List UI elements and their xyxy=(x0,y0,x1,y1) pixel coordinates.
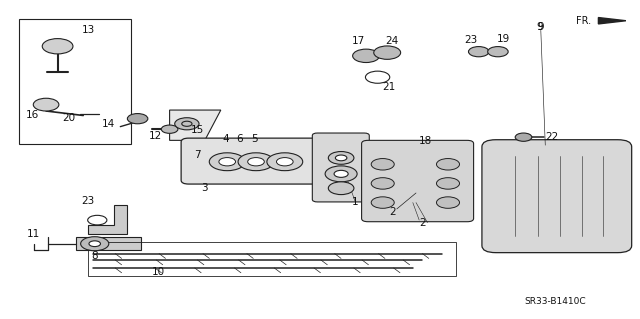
Text: 19: 19 xyxy=(497,34,510,44)
Polygon shape xyxy=(88,205,127,234)
Circle shape xyxy=(371,178,394,189)
Text: SR33-B1410C: SR33-B1410C xyxy=(525,297,586,306)
Text: 5: 5 xyxy=(252,134,258,144)
Text: 23: 23 xyxy=(465,35,477,45)
Text: 2: 2 xyxy=(389,207,396,217)
Text: 2: 2 xyxy=(419,218,426,228)
Circle shape xyxy=(328,152,354,164)
Text: 9: 9 xyxy=(536,22,543,32)
Text: 14: 14 xyxy=(102,119,115,129)
Text: 13: 13 xyxy=(82,25,95,35)
Circle shape xyxy=(248,158,264,166)
Circle shape xyxy=(374,46,401,59)
Circle shape xyxy=(89,241,100,247)
Circle shape xyxy=(488,47,508,57)
Text: 15: 15 xyxy=(191,125,204,135)
Circle shape xyxy=(42,39,73,54)
Circle shape xyxy=(436,197,460,208)
Text: 3: 3 xyxy=(202,183,208,193)
FancyBboxPatch shape xyxy=(312,133,369,202)
Polygon shape xyxy=(76,237,141,250)
Text: 17: 17 xyxy=(352,36,365,47)
Circle shape xyxy=(209,153,245,171)
Circle shape xyxy=(175,118,199,130)
Text: FR.: FR. xyxy=(576,16,591,26)
Circle shape xyxy=(161,125,178,133)
FancyBboxPatch shape xyxy=(482,140,632,253)
Text: 9: 9 xyxy=(538,22,544,32)
Circle shape xyxy=(335,155,347,161)
Circle shape xyxy=(353,49,380,63)
Circle shape xyxy=(219,158,236,166)
Polygon shape xyxy=(170,110,221,140)
Text: 24: 24 xyxy=(385,35,398,46)
Text: 11: 11 xyxy=(28,228,40,239)
Text: 6: 6 xyxy=(237,134,243,144)
Text: 23: 23 xyxy=(81,196,94,206)
Text: 12: 12 xyxy=(149,130,162,141)
Circle shape xyxy=(267,153,303,171)
Circle shape xyxy=(127,114,148,124)
Text: 20: 20 xyxy=(63,113,76,123)
Circle shape xyxy=(515,133,532,141)
Polygon shape xyxy=(189,142,349,180)
Text: 18: 18 xyxy=(419,136,432,146)
Circle shape xyxy=(33,98,59,111)
Circle shape xyxy=(238,153,274,171)
Circle shape xyxy=(81,237,109,251)
Text: 16: 16 xyxy=(26,110,39,121)
Bar xyxy=(88,242,456,276)
Circle shape xyxy=(328,182,354,195)
Circle shape xyxy=(325,166,357,182)
Polygon shape xyxy=(598,18,626,24)
Text: 7: 7 xyxy=(194,150,200,160)
Circle shape xyxy=(371,197,394,208)
Text: 22: 22 xyxy=(545,132,558,142)
Circle shape xyxy=(371,159,394,170)
Circle shape xyxy=(88,215,107,225)
Text: 1: 1 xyxy=(352,197,358,207)
Circle shape xyxy=(276,158,293,166)
Text: 8: 8 xyxy=(92,251,98,262)
FancyBboxPatch shape xyxy=(181,138,356,184)
FancyBboxPatch shape xyxy=(362,140,474,222)
Text: 10: 10 xyxy=(152,267,165,277)
Text: 4: 4 xyxy=(223,134,229,144)
Text: 21: 21 xyxy=(383,82,396,92)
Circle shape xyxy=(436,159,460,170)
Circle shape xyxy=(468,47,489,57)
Bar xyxy=(19,19,131,144)
Circle shape xyxy=(334,170,348,177)
Circle shape xyxy=(436,178,460,189)
